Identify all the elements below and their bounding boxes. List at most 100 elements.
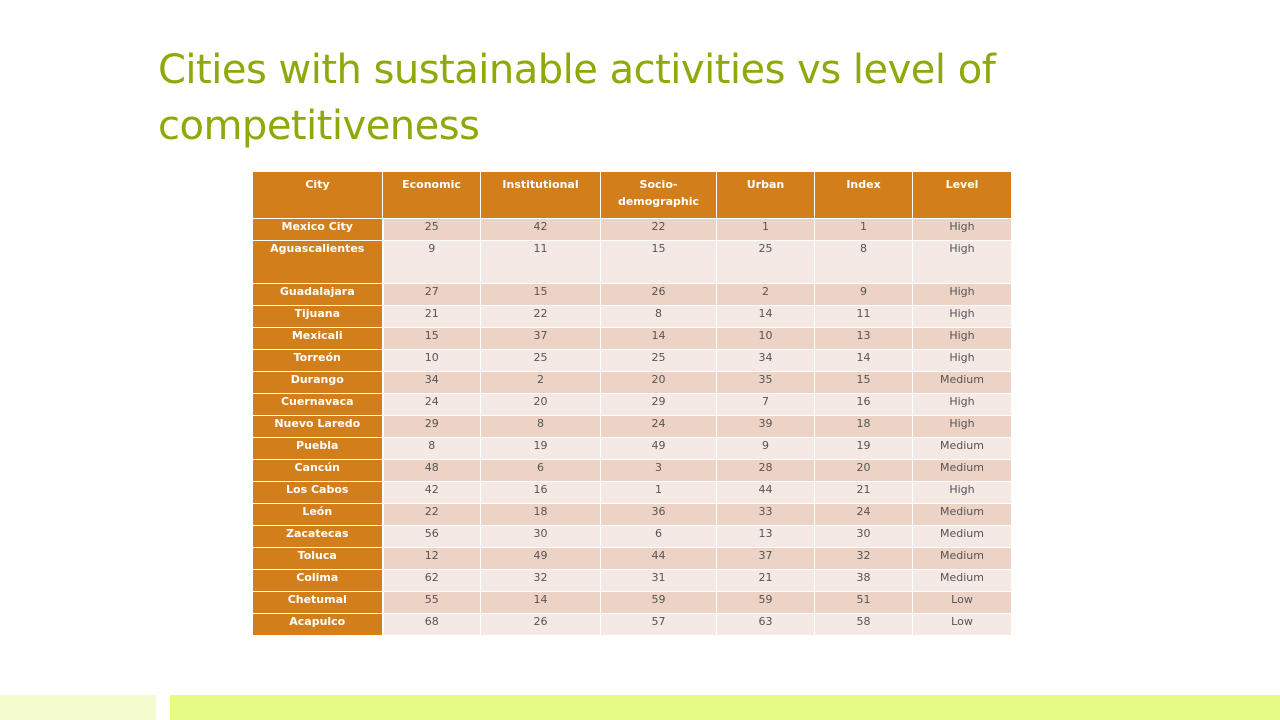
city-cell: Cuernavaca bbox=[252, 393, 384, 416]
index-cell: 21 bbox=[814, 481, 913, 504]
city-cell: Nuevo Laredo bbox=[252, 415, 384, 438]
institutional-cell: 11 bbox=[480, 240, 601, 284]
table-row: Durango 34 2 20 35 15 Medium bbox=[252, 371, 1012, 394]
table-row: Mexico City 25 42 22 1 1 High bbox=[252, 218, 1012, 241]
level-cell: High bbox=[912, 240, 1012, 284]
index-cell: 19 bbox=[814, 437, 913, 460]
table-header-row: City Economic Institutional Socio- demog… bbox=[252, 171, 1012, 219]
level-cell: Low bbox=[912, 613, 1012, 636]
economic-cell: 9 bbox=[382, 240, 481, 284]
city-cell: Durango bbox=[252, 371, 384, 394]
socio-demographic-cell: 25 bbox=[600, 349, 717, 372]
index-cell: 51 bbox=[814, 591, 913, 614]
index-cell: 20 bbox=[814, 459, 913, 482]
index-cell: 58 bbox=[814, 613, 913, 636]
institutional-cell: 26 bbox=[480, 613, 601, 636]
economic-cell: 56 bbox=[382, 525, 481, 548]
index-cell: 13 bbox=[814, 327, 913, 350]
city-cell: Chetumal bbox=[252, 591, 384, 614]
urban-cell: 2 bbox=[716, 283, 815, 306]
institutional-cell: 6 bbox=[480, 459, 601, 482]
economic-cell: 48 bbox=[382, 459, 481, 482]
slide-title: Cities with sustainable activities vs le… bbox=[158, 47, 996, 149]
index-cell: 11 bbox=[814, 305, 913, 328]
header-economic: Economic bbox=[382, 171, 481, 219]
city-cell: Aguascalientes bbox=[252, 240, 384, 284]
urban-cell: 7 bbox=[716, 393, 815, 416]
city-cell: Colima bbox=[252, 569, 384, 592]
city-cell: Mexico City bbox=[252, 218, 384, 241]
urban-cell: 39 bbox=[716, 415, 815, 438]
table-row: Torreón 10 25 25 34 14 High bbox=[252, 349, 1012, 372]
economic-cell: 42 bbox=[382, 481, 481, 504]
urban-cell: 1 bbox=[716, 218, 815, 241]
header-institutional: Institutional bbox=[480, 171, 601, 219]
table-row: Los Cabos 42 16 1 44 21 High bbox=[252, 481, 1012, 504]
level-cell: Medium bbox=[912, 437, 1012, 460]
level-cell: High bbox=[912, 283, 1012, 306]
index-cell: 16 bbox=[814, 393, 913, 416]
index-cell: 18 bbox=[814, 415, 913, 438]
city-cell: Mexicali bbox=[252, 327, 384, 350]
table-row: Acapulco 68 26 57 63 58 Low bbox=[252, 613, 1012, 636]
socio-demographic-cell: 15 bbox=[600, 240, 717, 284]
institutional-cell: 16 bbox=[480, 481, 601, 504]
index-cell: 32 bbox=[814, 547, 913, 570]
urban-cell: 28 bbox=[716, 459, 815, 482]
table-row: Mexicali 15 37 14 10 13 High bbox=[252, 327, 1012, 350]
economic-cell: 15 bbox=[382, 327, 481, 350]
index-cell: 15 bbox=[814, 371, 913, 394]
level-cell: Medium bbox=[912, 371, 1012, 394]
index-cell: 9 bbox=[814, 283, 913, 306]
table-row: Chetumal 55 14 59 59 51 Low bbox=[252, 591, 1012, 614]
urban-cell: 10 bbox=[716, 327, 815, 350]
urban-cell: 13 bbox=[716, 525, 815, 548]
index-cell: 14 bbox=[814, 349, 913, 372]
city-cell: Puebla bbox=[252, 437, 384, 460]
level-cell: High bbox=[912, 305, 1012, 328]
institutional-cell: 15 bbox=[480, 283, 601, 306]
city-cell: Toluca bbox=[252, 547, 384, 570]
city-cell: Zacatecas bbox=[252, 525, 384, 548]
city-cell: Los Cabos bbox=[252, 481, 384, 504]
socio-demographic-cell: 1 bbox=[600, 481, 717, 504]
economic-cell: 29 bbox=[382, 415, 481, 438]
city-cell: Acapulco bbox=[252, 613, 384, 636]
economic-cell: 12 bbox=[382, 547, 481, 570]
level-cell: Medium bbox=[912, 503, 1012, 526]
urban-cell: 63 bbox=[716, 613, 815, 636]
socio-demographic-cell: 14 bbox=[600, 327, 717, 350]
economic-cell: 22 bbox=[382, 503, 481, 526]
urban-cell: 33 bbox=[716, 503, 815, 526]
socio-demographic-cell: 29 bbox=[600, 393, 717, 416]
socio-demographic-cell: 44 bbox=[600, 547, 717, 570]
economic-cell: 25 bbox=[382, 218, 481, 241]
urban-cell: 59 bbox=[716, 591, 815, 614]
socio-demographic-cell: 26 bbox=[600, 283, 717, 306]
institutional-cell: 18 bbox=[480, 503, 601, 526]
economic-cell: 34 bbox=[382, 371, 481, 394]
city-cell: Cancún bbox=[252, 459, 384, 482]
table-row: Puebla 8 19 49 9 19 Medium bbox=[252, 437, 1012, 460]
institutional-cell: 19 bbox=[480, 437, 601, 460]
index-cell: 30 bbox=[814, 525, 913, 548]
city-cell: Guadalajara bbox=[252, 283, 384, 306]
header-index: Index bbox=[814, 171, 913, 219]
index-cell: 24 bbox=[814, 503, 913, 526]
table-body: Mexico City 25 42 22 1 1 High Aguascalientes 9 11… bbox=[252, 218, 1012, 636]
economic-cell: 62 bbox=[382, 569, 481, 592]
socio-demographic-cell: 20 bbox=[600, 371, 717, 394]
economic-cell: 24 bbox=[382, 393, 481, 416]
socio-demographic-cell: 6 bbox=[600, 525, 717, 548]
table-row: Cuernavaca 24 20 29 7 16 High bbox=[252, 393, 1012, 416]
level-cell: High bbox=[912, 393, 1012, 416]
table-row: Toluca 12 49 44 37 32 Medium bbox=[252, 547, 1012, 570]
table-row: Colima 62 32 31 21 38 Medium bbox=[252, 569, 1012, 592]
city-cell: León bbox=[252, 503, 384, 526]
table-row: Tijuana 21 22 8 14 11 High bbox=[252, 305, 1012, 328]
urban-cell: 25 bbox=[716, 240, 815, 284]
level-cell: Medium bbox=[912, 547, 1012, 570]
header-urban: Urban bbox=[716, 171, 815, 219]
urban-cell: 14 bbox=[716, 305, 815, 328]
level-cell: High bbox=[912, 218, 1012, 241]
